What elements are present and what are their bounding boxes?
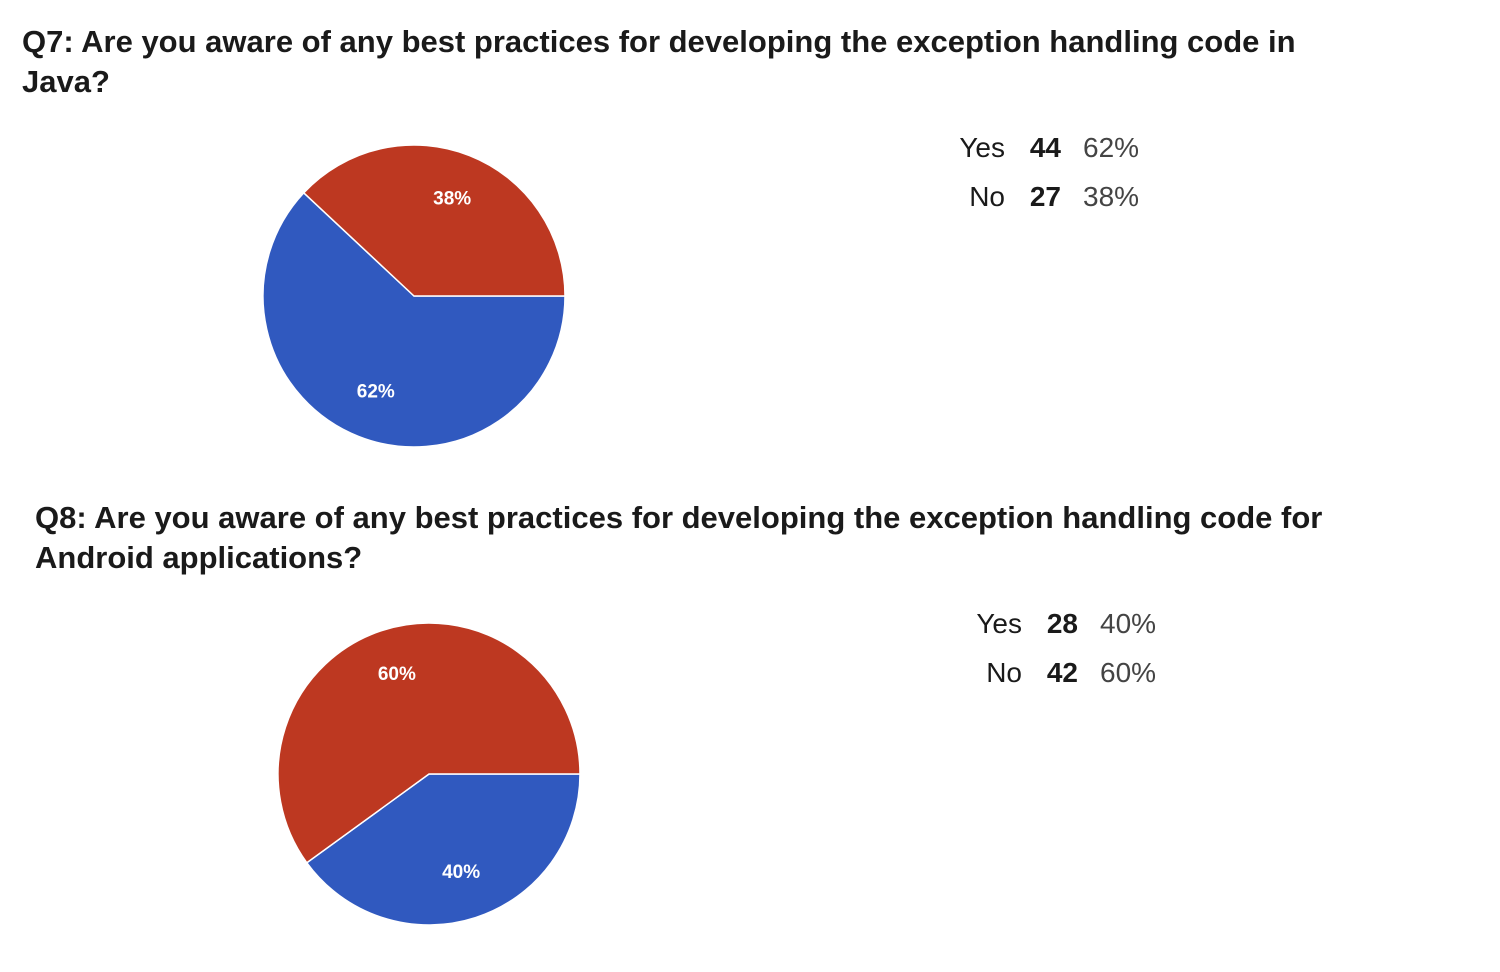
q8-slice-no — [277, 622, 581, 864]
q7-summary-row-yes: Yes 44 62% — [945, 123, 1139, 172]
q7-summary-table: Yes 44 62% No 27 38% — [945, 123, 1139, 221]
q8-slice-label-no: 60% — [378, 664, 416, 685]
q7-yes-percent: 62% — [1083, 132, 1140, 163]
q8-summary-row-no: No 42 60% — [962, 648, 1156, 697]
q7-no-label: No — [969, 181, 1005, 212]
q7-pie-chart: 62% 38% — [262, 144, 566, 448]
q8-no-count: 42 — [1046, 657, 1078, 688]
q8-pie-chart: 40% 60% — [277, 622, 581, 926]
q7-slice-label-no: 38% — [433, 188, 471, 209]
q7-title-line-2: Java? — [22, 64, 110, 99]
q8-slice-yes — [305, 773, 581, 926]
q8-title-line-2: Android applications? — [35, 540, 363, 575]
q7-no-percent: 38% — [1083, 181, 1140, 212]
q8-no-percent: 60% — [1100, 657, 1157, 688]
q8-no-label: No — [986, 657, 1022, 688]
q8-yes-count: 28 — [1046, 608, 1078, 639]
q8-yes-percent: 40% — [1100, 608, 1157, 639]
q7-yes-count: 44 — [1029, 132, 1061, 163]
q8-summary-row-yes: Yes 28 40% — [962, 599, 1156, 648]
q8-title-line-1: Q8: Are you aware of any best practices … — [35, 500, 1323, 535]
q7-no-count: 27 — [1029, 181, 1061, 212]
q8-yes-label: Yes — [976, 608, 1022, 639]
q7-yes-label: Yes — [959, 132, 1005, 163]
q7-summary-row-no: No 27 38% — [945, 172, 1139, 221]
q8-slice-label-yes: 40% — [442, 862, 480, 883]
q7-slice-label-yes: 62% — [357, 382, 395, 403]
q7-slice-yes — [262, 191, 566, 448]
q8-question-title: Q8: Are you aware of any best practices … — [35, 498, 1322, 578]
q8-summary-table: Yes 28 40% No 42 60% — [962, 599, 1156, 697]
q7-title-line-1: Q7: Are you aware of any best practices … — [22, 24, 1296, 59]
q7-slice-no — [302, 144, 566, 297]
q7-question-title: Q7: Are you aware of any best practices … — [22, 22, 1296, 102]
